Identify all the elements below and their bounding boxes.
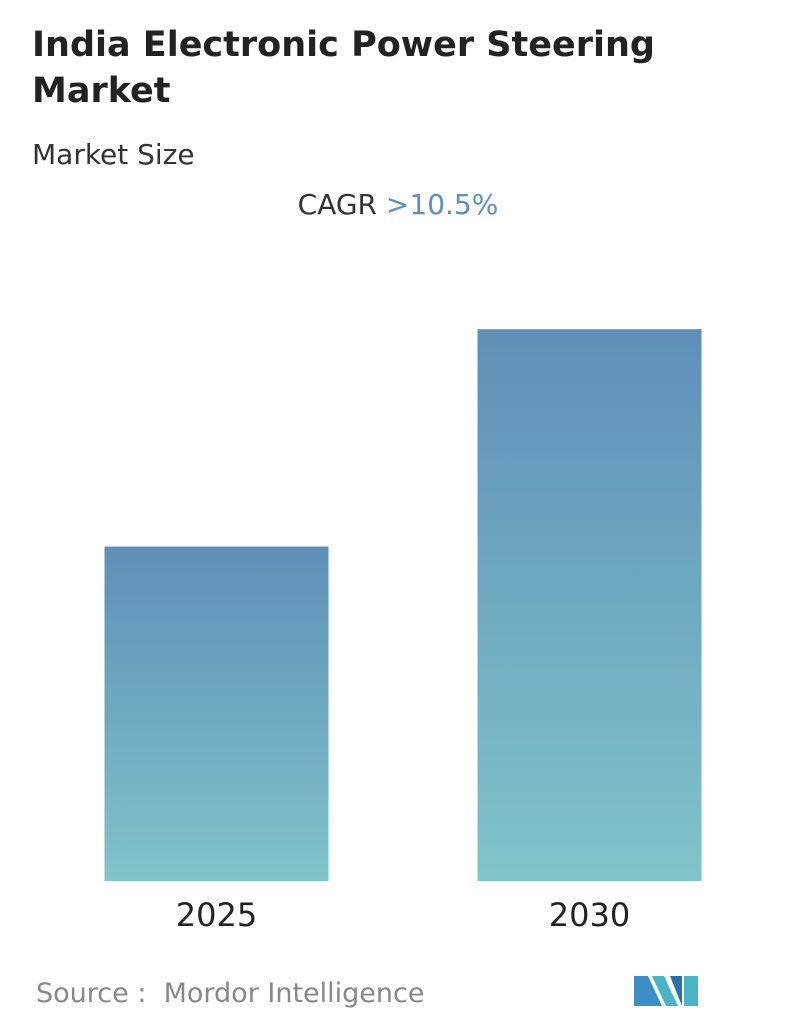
chart-subtitle: Market Size — [32, 138, 195, 171]
source-label: Source : — [36, 978, 147, 1009]
bar — [477, 329, 702, 882]
chart: 2025 2030 — [104, 329, 702, 934]
source-name: Mordor Intelligence — [163, 978, 425, 1009]
cagr-label: CAGR — [297, 188, 378, 221]
x-tick-label: 2025 — [176, 896, 257, 934]
cagr: CAGR >10.5% — [0, 188, 796, 221]
x-tick-label: 2030 — [549, 896, 630, 934]
chart-title: India Electronic Power Steering Market — [32, 25, 655, 111]
bar — [104, 546, 329, 881]
cagr-value: >10.5% — [385, 188, 499, 221]
source: Source : Mordor Intelligence — [36, 978, 424, 1009]
logo — [634, 976, 698, 1006]
